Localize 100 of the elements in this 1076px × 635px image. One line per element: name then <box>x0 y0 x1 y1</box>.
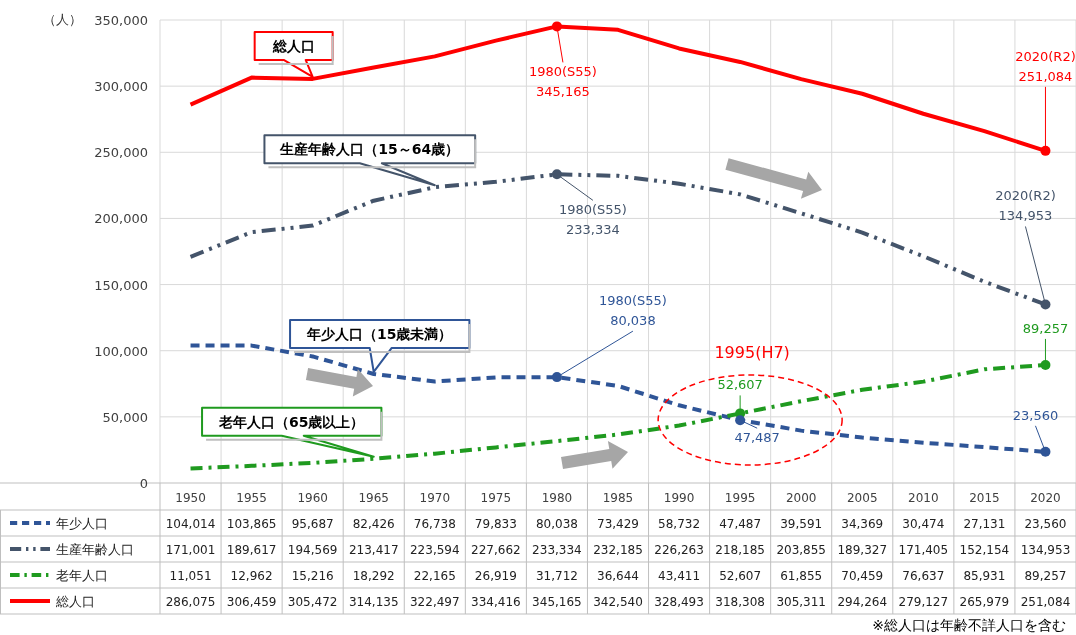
x-tick-label: 1970 <box>419 491 451 505</box>
data-label: 227,662 <box>471 543 521 557</box>
data-label: 11,051 <box>169 569 212 583</box>
legend-label: 年少人口 <box>56 516 108 531</box>
data-label: 171,001 <box>165 543 216 557</box>
data-label: 251,084 <box>1020 595 1071 609</box>
point <box>551 21 562 32</box>
data-label: 342,540 <box>593 595 643 609</box>
data-label: 82,426 <box>352 517 395 531</box>
data-label: 318,308 <box>715 595 765 609</box>
data-label: 189,617 <box>226 543 277 557</box>
data-label: 30,474 <box>902 517 945 531</box>
data-label: 61,855 <box>780 569 823 583</box>
data-label: 52,607 <box>719 569 762 583</box>
data-label: 80,038 <box>535 517 578 531</box>
x-tick-label: 2015 <box>969 491 1000 505</box>
annotation: 1980(S55) 80,038 <box>598 293 667 329</box>
data-label: 294,264 <box>837 595 888 609</box>
point <box>551 169 562 180</box>
legend-label: 生産年齢人口 <box>56 542 134 557</box>
y-tick-label: 50,000 <box>102 409 148 425</box>
data-label: 47,487 <box>719 517 762 531</box>
annotation: 52,607 <box>717 377 763 393</box>
point <box>551 372 562 383</box>
annotation: 1995(H7) <box>714 343 790 362</box>
data-label: 39,591 <box>780 517 823 531</box>
data-label: 322,497 <box>409 595 460 609</box>
data-label: 73,429 <box>597 517 639 531</box>
data-label: 218,185 <box>715 543 765 557</box>
annotation: 1980(S55) 345,165 <box>528 64 597 100</box>
y-tick-label: 100,000 <box>94 343 148 359</box>
text: ※総人口は年齢不詳人口を含む <box>872 617 1066 633</box>
annotation: 総人口 <box>271 37 315 54</box>
data-label: 305,311 <box>776 595 827 609</box>
data-label: 265,979 <box>959 595 1010 609</box>
annotation: 生産年齢人口（15～64歳） <box>279 141 460 158</box>
data-label: 213,417 <box>348 543 399 557</box>
x-tick-label: 1975 <box>480 491 512 505</box>
legend-label: 老年人口 <box>56 568 108 583</box>
point <box>735 415 746 426</box>
data-label: 203,855 <box>776 543 827 557</box>
data-label: 43,411 <box>658 569 701 583</box>
annotation: 23,560 <box>1012 407 1059 423</box>
annotation: 1980(S55) 233,334 <box>558 202 627 238</box>
y-tick-label: 350,000 <box>94 13 148 28</box>
x-tick-label: 1980 <box>541 491 573 505</box>
data-label: 134,953 <box>1020 543 1071 557</box>
data-label: 233,334 <box>532 543 582 557</box>
annotation: 47,487 <box>734 430 780 446</box>
x-tick-label: 1985 <box>602 491 634 505</box>
data-label: 334,416 <box>471 595 521 609</box>
data-label: 104,014 <box>165 517 216 531</box>
annotation: 2020(R2) 251,084 <box>1015 48 1076 84</box>
x-tick-label: 2000 <box>785 491 817 505</box>
x-tick-label: 2020 <box>1030 491 1061 505</box>
y-tick-label: 250,000 <box>94 145 148 161</box>
y-tick-label: 150,000 <box>94 277 148 293</box>
data-label: 27,131 <box>963 517 1006 531</box>
annotation: 2020(R2) 134,953 <box>995 188 1056 224</box>
data-label: 314,135 <box>348 595 399 609</box>
data-label: 189,327 <box>837 543 888 557</box>
x-tick-label: 1950 <box>175 491 206 505</box>
data-label: 26,919 <box>474 569 517 583</box>
data-label: 70,459 <box>841 569 884 583</box>
y-tick-label: 300,000 <box>94 79 148 95</box>
data-label: 232,185 <box>593 543 643 557</box>
point <box>1040 446 1051 457</box>
annotation: 89,257 <box>1022 320 1069 336</box>
x-tick-label: 1955 <box>236 491 267 505</box>
data-label: 34,369 <box>841 517 884 531</box>
data-label: 18,292 <box>352 569 395 583</box>
data-label: 171,405 <box>898 543 949 557</box>
data-label: 36,644 <box>597 569 639 583</box>
point <box>1040 299 1051 310</box>
point <box>1040 359 1051 370</box>
x-tick-label: 2005 <box>846 491 878 505</box>
x-tick-label: 1995 <box>724 491 756 505</box>
x-tick-label: 1990 <box>663 491 695 505</box>
x-tick-label: 1965 <box>358 491 390 505</box>
data-label: 89,257 <box>1024 569 1067 583</box>
data-label: 31,712 <box>535 569 578 583</box>
annotation: 老年人口（65歳以上） <box>217 413 365 430</box>
data-label: 152,154 <box>959 543 1010 557</box>
y-tick-label: 0 <box>139 476 148 491</box>
data-label: 85,931 <box>963 569 1006 583</box>
legend-label: 総人口 <box>55 594 95 609</box>
data-label: 22,165 <box>413 569 456 583</box>
data-label: 76,738 <box>413 517 456 531</box>
y-tick-label: 200,000 <box>94 211 148 227</box>
data-label: 12,962 <box>230 569 273 583</box>
data-label: 95,687 <box>291 517 334 531</box>
data-label: 103,865 <box>226 517 277 531</box>
data-label: 194,569 <box>287 543 338 557</box>
data-label: 223,594 <box>409 543 460 557</box>
data-label: 279,127 <box>898 595 949 609</box>
x-tick-label: 1960 <box>297 491 328 505</box>
annotation: 年少人口（15歳未満） <box>305 325 453 342</box>
point <box>1040 145 1051 156</box>
data-label: 79,833 <box>474 517 517 531</box>
data-label: 305,472 <box>287 595 338 609</box>
